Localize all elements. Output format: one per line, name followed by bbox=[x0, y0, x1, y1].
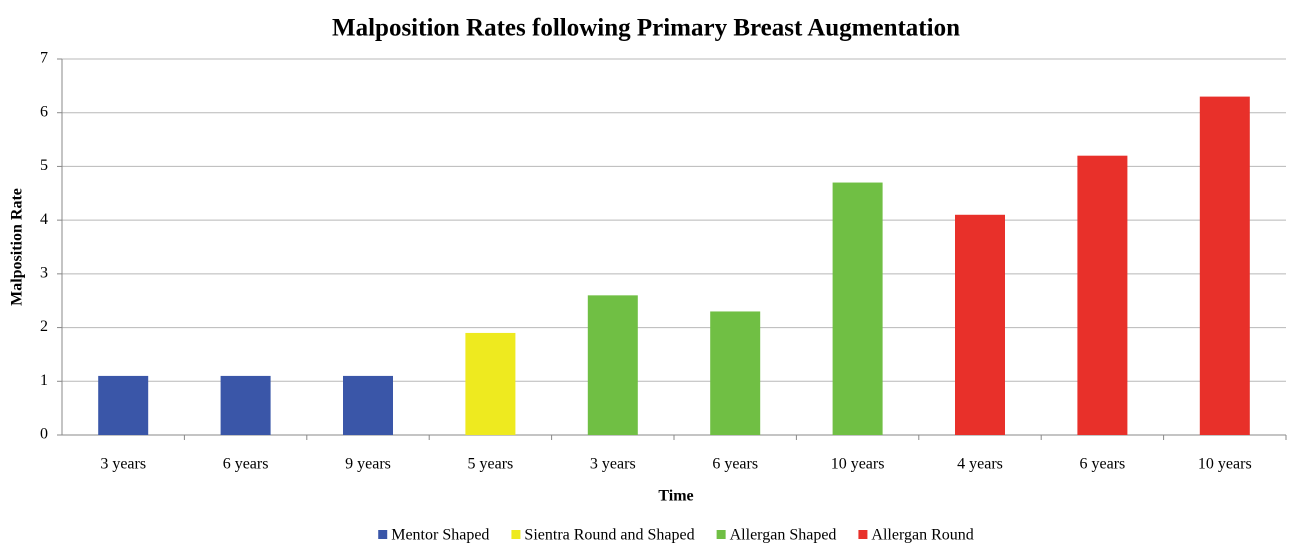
x-tick-label: 3 years bbox=[590, 456, 636, 473]
legend-swatch bbox=[378, 530, 388, 539]
bar bbox=[832, 182, 883, 435]
y-tick-label: 3 bbox=[40, 265, 48, 282]
x-tick-label: 6 years bbox=[712, 456, 758, 473]
legend-label: Allergan Round bbox=[871, 527, 973, 544]
y-tick-label: 7 bbox=[40, 50, 48, 67]
legend-label: Sientra Round and Shaped bbox=[524, 527, 694, 544]
x-tick-label: 4 years bbox=[957, 456, 1003, 473]
x-tick-label: 5 years bbox=[468, 456, 514, 473]
x-tick-label: 3 years bbox=[100, 456, 146, 473]
bar bbox=[587, 295, 638, 435]
legend-swatch bbox=[858, 530, 868, 539]
x-tick-label: 10 years bbox=[1198, 456, 1252, 473]
bar bbox=[343, 375, 393, 435]
bar bbox=[1199, 96, 1250, 435]
bar bbox=[955, 214, 1005, 435]
bar bbox=[1077, 155, 1128, 435]
y-tick-label: 0 bbox=[40, 426, 48, 443]
y-tick-label: 6 bbox=[40, 103, 48, 120]
x-tick-label: 6 years bbox=[223, 456, 269, 473]
y-tick-label: 1 bbox=[40, 372, 48, 389]
legend-swatch bbox=[511, 530, 521, 539]
legend-label: Allergan Shaped bbox=[730, 527, 837, 544]
x-axis-title: Time bbox=[658, 488, 693, 505]
x-tick-label: 10 years bbox=[831, 456, 885, 473]
x-tick-label: 6 years bbox=[1080, 456, 1126, 473]
y-tick-label: 5 bbox=[40, 157, 48, 174]
bar bbox=[710, 311, 761, 435]
y-axis-title: Malposition Rate bbox=[9, 188, 26, 306]
bar bbox=[220, 375, 271, 435]
x-tick-label: 9 years bbox=[345, 456, 391, 473]
bar bbox=[98, 375, 149, 435]
y-tick-label: 2 bbox=[40, 318, 48, 335]
bar bbox=[465, 332, 516, 435]
legend-label: Mentor Shaped bbox=[391, 527, 489, 544]
chart-title: Malposition Rates following Primary Brea… bbox=[332, 15, 960, 42]
y-tick-label: 4 bbox=[40, 211, 48, 228]
legend-swatch bbox=[716, 530, 726, 539]
